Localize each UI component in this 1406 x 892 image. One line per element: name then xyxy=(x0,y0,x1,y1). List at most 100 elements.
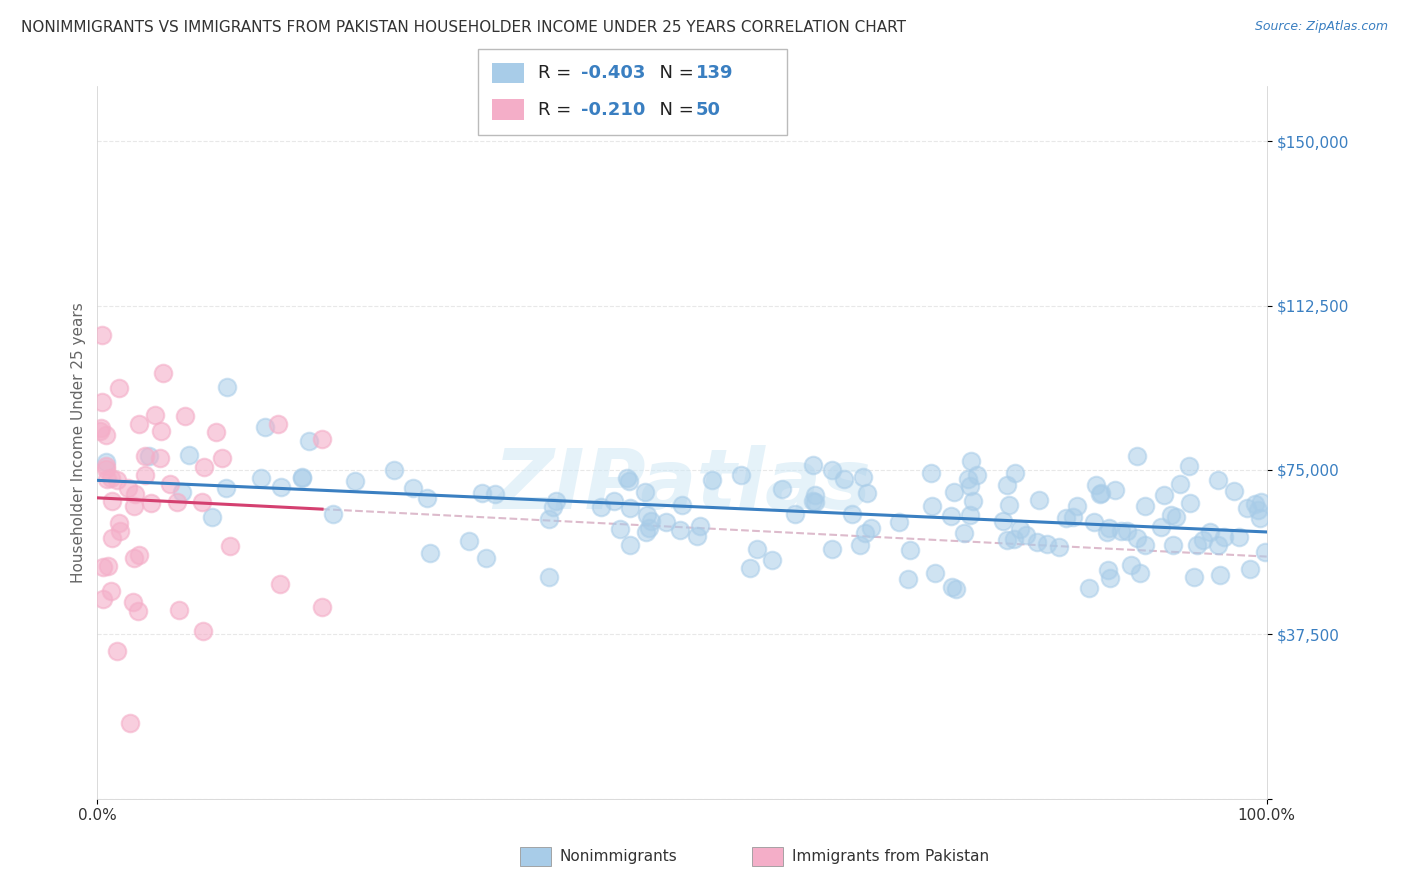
Point xyxy=(97,559,120,574)
Point xyxy=(205,425,228,439)
Point xyxy=(538,511,561,525)
Text: 50: 50 xyxy=(696,101,721,119)
Point xyxy=(636,508,658,522)
Point xyxy=(1135,499,1157,513)
Text: N =: N = xyxy=(648,64,700,82)
Point xyxy=(801,458,824,473)
Point xyxy=(821,463,844,477)
Point xyxy=(995,478,1018,492)
Point xyxy=(1090,485,1112,500)
Point xyxy=(1126,449,1149,463)
Point xyxy=(761,552,783,566)
Point xyxy=(121,595,143,609)
Point xyxy=(1243,497,1265,511)
Point xyxy=(1209,567,1232,582)
Point xyxy=(1229,530,1251,544)
Point xyxy=(91,560,114,574)
Point xyxy=(1153,488,1175,502)
Point xyxy=(96,455,118,469)
Point xyxy=(291,471,314,485)
Point xyxy=(671,498,693,512)
Point xyxy=(1047,540,1070,554)
Point xyxy=(96,473,118,487)
Point xyxy=(127,604,149,618)
Point xyxy=(1250,494,1272,508)
Point xyxy=(193,460,215,475)
Point xyxy=(1008,522,1031,536)
Point xyxy=(859,521,882,535)
Point xyxy=(94,427,117,442)
Point xyxy=(686,529,709,543)
Point xyxy=(1004,466,1026,480)
Point xyxy=(1166,510,1188,524)
Point xyxy=(1177,458,1199,473)
Point xyxy=(149,451,172,466)
Point xyxy=(201,509,224,524)
Point xyxy=(94,462,117,476)
Point xyxy=(959,508,981,522)
Point xyxy=(637,521,659,535)
Point xyxy=(174,409,197,423)
Point xyxy=(152,366,174,380)
Point xyxy=(1088,486,1111,500)
Point xyxy=(1150,520,1173,534)
Point xyxy=(475,551,498,566)
Point xyxy=(1098,571,1121,585)
Point xyxy=(311,599,333,614)
Point xyxy=(124,551,146,566)
Point xyxy=(1025,534,1047,549)
Point xyxy=(105,644,128,658)
Point xyxy=(1098,521,1121,535)
Point xyxy=(959,479,981,493)
Point xyxy=(966,467,988,482)
Point xyxy=(108,524,131,538)
Text: Nonimmigrants: Nonimmigrants xyxy=(560,849,678,863)
Point xyxy=(270,480,292,494)
Point xyxy=(589,500,612,514)
Point xyxy=(250,471,273,485)
Point xyxy=(1133,538,1156,552)
Point xyxy=(91,395,114,409)
Point xyxy=(1083,516,1105,530)
Text: NONIMMIGRANTS VS IMMIGRANTS FROM PAKISTAN HOUSEHOLDER INCOME UNDER 25 YEARS CORR: NONIMMIGRANTS VS IMMIGRANTS FROM PAKISTA… xyxy=(21,20,905,35)
Text: R =: R = xyxy=(538,64,578,82)
Point xyxy=(253,419,276,434)
Point xyxy=(166,495,188,509)
Point xyxy=(700,473,723,487)
Point xyxy=(619,538,641,552)
Point xyxy=(91,328,114,343)
Point xyxy=(128,417,150,431)
Point xyxy=(602,494,624,508)
Point xyxy=(1054,510,1077,524)
Point xyxy=(921,499,943,513)
Point xyxy=(998,498,1021,512)
Text: R =: R = xyxy=(538,101,578,119)
Point xyxy=(853,526,876,541)
Point xyxy=(1160,508,1182,522)
Point xyxy=(1213,530,1236,544)
Point xyxy=(322,507,344,521)
Point xyxy=(738,560,761,574)
Text: -0.403: -0.403 xyxy=(581,64,645,82)
Point xyxy=(1170,477,1192,491)
Point xyxy=(1126,531,1149,545)
Point xyxy=(118,716,141,731)
Point xyxy=(1002,533,1025,547)
Point xyxy=(1247,502,1270,516)
Point xyxy=(942,484,965,499)
Point xyxy=(538,569,561,583)
Point xyxy=(1254,545,1277,559)
Point xyxy=(730,467,752,482)
Point xyxy=(1249,511,1271,525)
Point xyxy=(344,474,367,488)
Point xyxy=(100,471,122,485)
Point xyxy=(745,541,768,556)
Point xyxy=(190,495,212,509)
Point xyxy=(770,483,793,497)
Point xyxy=(100,532,122,546)
Point xyxy=(101,494,124,508)
Point xyxy=(1236,500,1258,515)
Point xyxy=(852,469,875,483)
Point xyxy=(1062,509,1084,524)
Point xyxy=(849,538,872,552)
